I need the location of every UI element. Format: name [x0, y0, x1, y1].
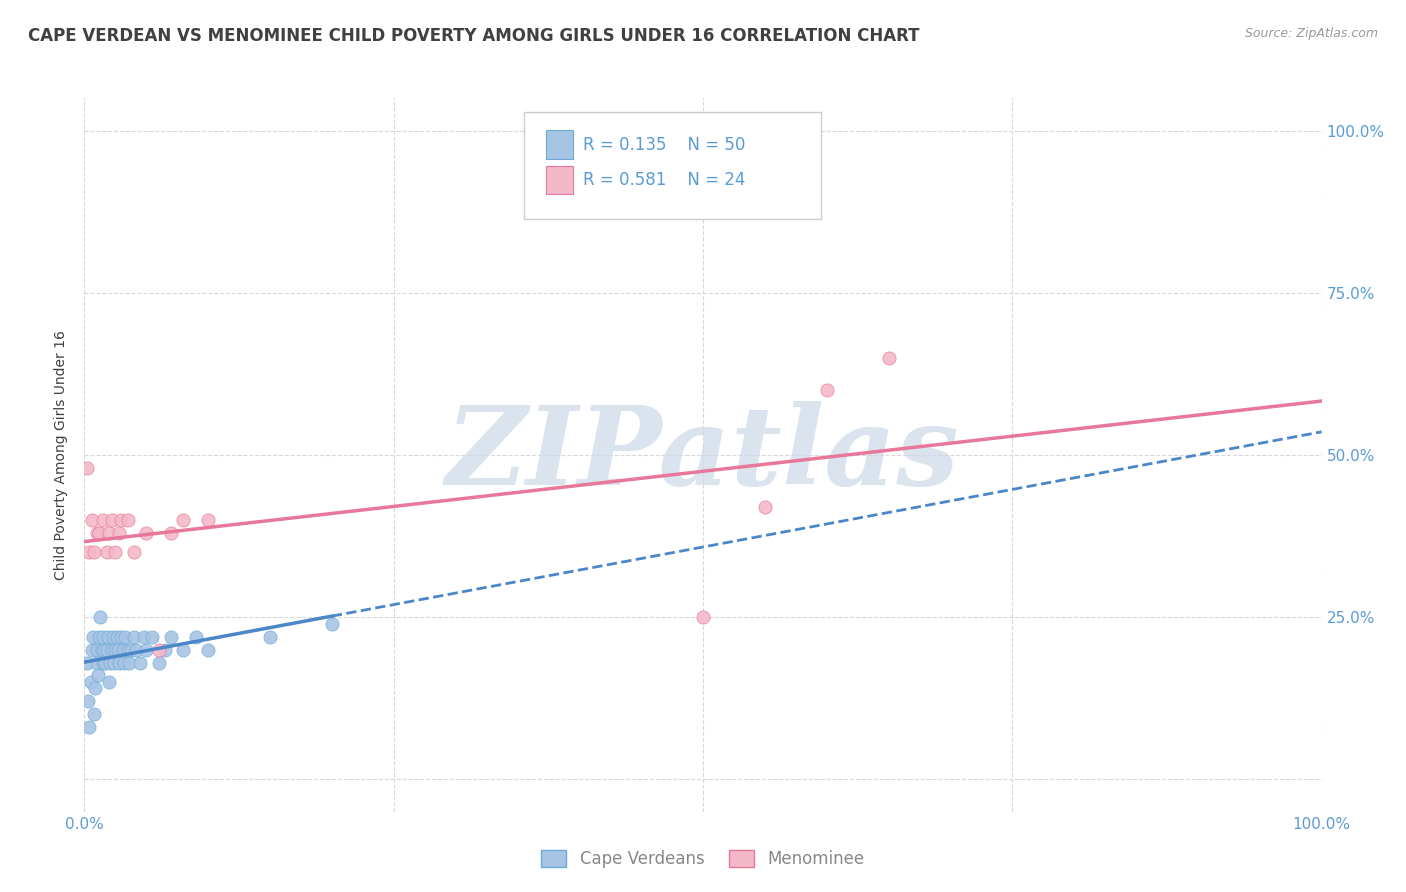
Point: [321, 616, 343, 631]
Point: [79, 720, 101, 734]
Point: [135, 642, 157, 657]
Point: [93, 642, 115, 657]
Point: [76, 461, 98, 475]
Text: Source: ZipAtlas.com: Source: ZipAtlas.com: [1244, 27, 1378, 40]
Point: [107, 642, 129, 657]
Point: [104, 642, 127, 657]
Point: [160, 525, 183, 540]
Point: [77, 694, 100, 708]
Point: [100, 513, 122, 527]
Y-axis label: Child Poverty Among Girls Under 16: Child Poverty Among Girls Under 16: [55, 330, 69, 580]
Point: [111, 642, 134, 657]
Point: [100, 642, 122, 657]
Text: CAPE VERDEAN VS MENOMINEE CHILD POVERTY AMONG GIRLS UNDER 16 CORRELATION CHART: CAPE VERDEAN VS MENOMINEE CHILD POVERTY …: [28, 27, 920, 45]
FancyBboxPatch shape: [546, 130, 574, 159]
Point: [129, 656, 152, 670]
Point: [148, 642, 170, 657]
Point: [108, 656, 131, 670]
Point: [120, 642, 142, 657]
Point: [184, 630, 207, 644]
Point: [108, 525, 131, 540]
Point: [754, 500, 776, 514]
Point: [87, 668, 110, 682]
Point: [89, 630, 111, 644]
Point: [172, 642, 194, 657]
Point: [125, 642, 148, 657]
Point: [84, 681, 107, 696]
Point: [80, 642, 103, 657]
Point: [80, 513, 103, 527]
Point: [815, 383, 838, 397]
Point: [79, 545, 101, 559]
Point: [96, 642, 118, 657]
Point: [101, 630, 124, 644]
Point: [110, 630, 132, 644]
Point: [91, 656, 114, 670]
Point: [96, 545, 118, 559]
Point: [91, 513, 114, 527]
Point: [86, 642, 108, 657]
Point: [103, 656, 125, 670]
Point: [117, 642, 139, 657]
Point: [82, 630, 104, 644]
Point: [86, 656, 108, 670]
Legend: Cape Verdeans, Menominee: Cape Verdeans, Menominee: [534, 843, 872, 875]
Point: [76, 656, 98, 670]
Point: [135, 525, 157, 540]
Point: [89, 610, 111, 624]
Point: [160, 630, 183, 644]
Point: [104, 545, 127, 559]
Point: [98, 525, 121, 540]
Point: [877, 351, 900, 365]
Point: [83, 707, 105, 722]
Point: [79, 675, 101, 690]
Point: [122, 545, 145, 559]
Point: [117, 513, 139, 527]
Point: [89, 525, 111, 540]
Point: [172, 513, 194, 527]
Point: [86, 525, 108, 540]
Point: [259, 630, 281, 644]
Point: [90, 642, 112, 657]
Point: [141, 630, 163, 644]
Point: [110, 513, 132, 527]
Point: [132, 630, 155, 644]
Point: [692, 610, 714, 624]
FancyBboxPatch shape: [546, 166, 574, 194]
Text: ZIPatlas: ZIPatlas: [446, 401, 960, 508]
Point: [91, 630, 114, 644]
Point: [94, 656, 117, 670]
Point: [153, 642, 176, 657]
Point: [197, 513, 219, 527]
Point: [98, 656, 121, 670]
Point: [148, 656, 170, 670]
Point: [122, 630, 145, 644]
Point: [83, 545, 105, 559]
Point: [114, 630, 136, 644]
Point: [197, 642, 219, 657]
Text: R = 0.581    N = 24: R = 0.581 N = 24: [583, 171, 745, 189]
Point: [105, 630, 128, 644]
Point: [97, 630, 120, 644]
Point: [98, 675, 121, 690]
FancyBboxPatch shape: [523, 112, 821, 219]
Text: R = 0.135    N = 50: R = 0.135 N = 50: [583, 136, 745, 153]
Point: [112, 656, 135, 670]
Point: [118, 656, 141, 670]
